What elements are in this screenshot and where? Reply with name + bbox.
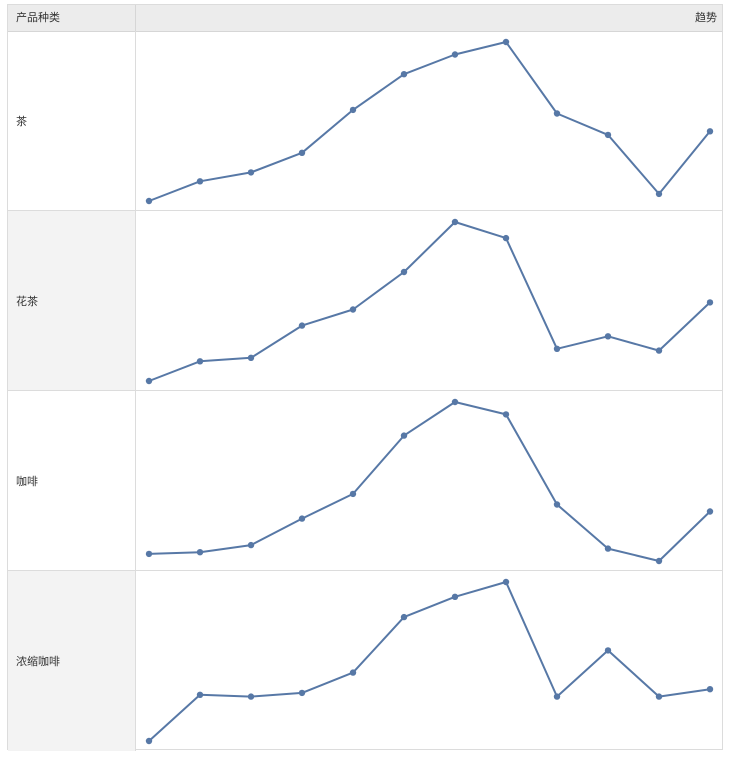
data-point[interactable]	[196, 691, 204, 698]
data-point[interactable]	[145, 197, 153, 205]
data-point[interactable]	[451, 593, 459, 600]
category-column-header[interactable]: 产品种类	[16, 11, 60, 24]
table-row: 茶	[8, 31, 722, 211]
data-point[interactable]	[298, 322, 306, 329]
data-point[interactable]	[553, 693, 561, 700]
data-point[interactable]	[655, 557, 663, 565]
data-point[interactable]	[349, 306, 357, 313]
data-point[interactable]	[655, 347, 663, 354]
data-point[interactable]	[706, 299, 714, 306]
category-label: 浓缩咖啡	[16, 655, 60, 668]
category-label: 茶	[16, 114, 27, 128]
data-point[interactable]	[400, 268, 408, 276]
data-point[interactable]	[196, 358, 204, 365]
data-point[interactable]	[247, 693, 255, 700]
data-point[interactable]	[553, 110, 561, 117]
data-point[interactable]	[502, 411, 510, 418]
series-line	[148, 401, 711, 562]
data-point[interactable]	[145, 737, 153, 745]
data-point[interactable]	[451, 398, 459, 406]
data-point[interactable]	[706, 128, 714, 135]
data-point[interactable]	[706, 686, 714, 693]
data-point[interactable]	[502, 38, 510, 46]
trend-column-header[interactable]: 趋势	[695, 11, 717, 24]
data-point[interactable]	[502, 234, 510, 242]
category-cell: 茶	[8, 31, 136, 210]
data-point[interactable]	[451, 218, 459, 226]
data-point[interactable]	[655, 190, 663, 198]
data-point[interactable]	[604, 333, 612, 340]
data-point[interactable]	[247, 541, 255, 549]
data-point[interactable]	[349, 490, 357, 498]
data-point[interactable]	[553, 501, 561, 508]
data-point[interactable]	[655, 693, 663, 700]
data-point[interactable]	[349, 669, 357, 676]
data-point[interactable]	[451, 51, 459, 58]
table-row: 咖啡	[8, 391, 722, 571]
data-point[interactable]	[400, 613, 408, 621]
table-header: 产品种类 趋势	[8, 5, 722, 32]
sparkline-table: 产品种类 趋势 茶 花茶 咖啡 浓缩咖啡	[7, 4, 723, 751]
data-point[interactable]	[400, 71, 408, 78]
table-row: 花茶	[8, 211, 722, 391]
data-point[interactable]	[298, 515, 306, 522]
category-cell: 花茶	[8, 211, 136, 390]
data-point[interactable]	[553, 345, 561, 352]
data-point[interactable]	[145, 550, 153, 558]
data-point[interactable]	[298, 149, 306, 156]
category-label: 花茶	[16, 294, 38, 308]
data-point[interactable]	[196, 549, 204, 556]
category-label: 咖啡	[16, 474, 38, 488]
data-point[interactable]	[604, 131, 612, 139]
data-point[interactable]	[604, 647, 612, 654]
data-point[interactable]	[502, 578, 510, 586]
data-point[interactable]	[706, 508, 714, 515]
data-point[interactable]	[145, 377, 153, 385]
data-point[interactable]	[298, 689, 306, 697]
data-point[interactable]	[247, 169, 255, 176]
data-point[interactable]	[604, 545, 612, 552]
sparkline-chart	[145, 38, 714, 745]
series-line	[148, 221, 711, 382]
series-line	[148, 41, 711, 202]
data-point[interactable]	[247, 354, 255, 361]
table-row: 浓缩咖啡	[8, 571, 722, 751]
data-point[interactable]	[196, 178, 204, 185]
series-line	[148, 581, 711, 742]
data-point[interactable]	[400, 432, 408, 439]
category-cell: 咖啡	[8, 391, 136, 570]
category-cell: 浓缩咖啡	[8, 571, 136, 751]
data-point[interactable]	[349, 106, 357, 114]
header-divider	[135, 5, 136, 31]
